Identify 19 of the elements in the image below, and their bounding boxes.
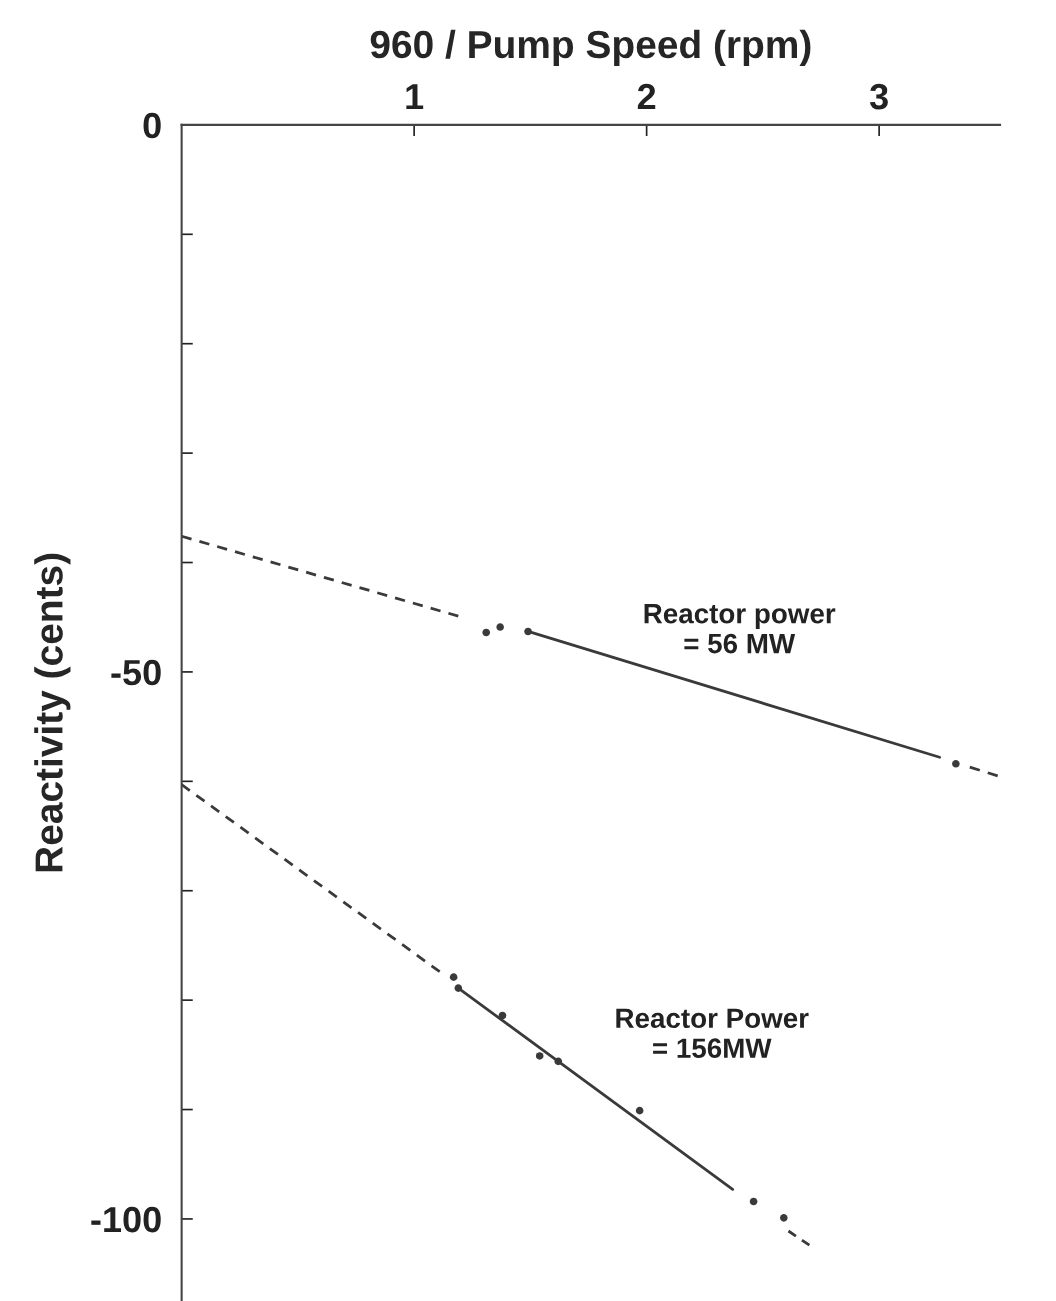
annotation: Reactor power = 56 MW [644,604,836,654]
x-tick-label: 1 [406,84,424,110]
point [496,623,504,631]
point [635,1106,644,1115]
x-axis-title: 960 / Pump Speed (rpm) [370,29,811,66]
x-tick-label: 3 [869,83,888,110]
point [449,973,458,981]
text: -50 [111,659,161,686]
point [749,1197,758,1206]
point [482,628,491,637]
y-axis-title: Reactivity (cents) [34,553,71,872]
point [952,760,960,768]
point [498,1011,507,1020]
y-tick-label: 0 [143,112,161,139]
annotation: Reactor Power = 156MW [616,1008,809,1059]
y-tick-label: -100 [91,1206,161,1233]
point [780,1214,788,1222]
point [535,1052,544,1060]
x-tick-label: 2 [637,83,656,110]
